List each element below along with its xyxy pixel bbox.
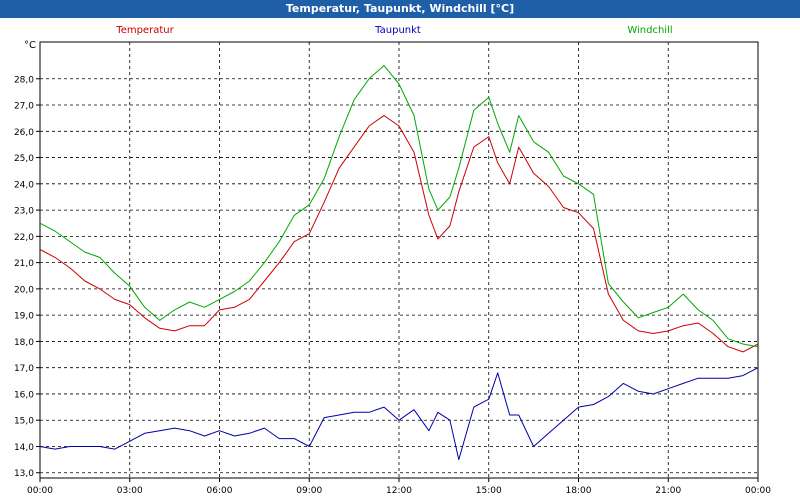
y-tick-label: 24,0 [14, 180, 34, 190]
legend: Temperatur Taupunkt Windchill [115, 25, 672, 36]
y-tick-label: 16,0 [14, 390, 34, 400]
grid-lines [40, 42, 758, 478]
y-tick-label: 22,0 [14, 233, 34, 243]
y-axis-label: °C [24, 40, 36, 51]
legend-temperatur: Temperatur [115, 25, 174, 36]
y-tick-label: 19,0 [14, 312, 34, 322]
line-chart: 13,0 14,0 15,0 16,0 17,0 18,0 19,0 20,0 21,0 22,0… [14, 25, 771, 496]
y-tick-label: 28,0 [14, 75, 34, 85]
y-tick-label: 21,0 [14, 259, 34, 269]
y-tick-label: 25,0 [14, 154, 34, 164]
y-tick-label: 23,0 [14, 207, 34, 217]
y-tick-label: 13,0 [14, 469, 34, 479]
legend-taupunkt: Taupunkt [374, 25, 421, 36]
legend-windchill: Windchill [627, 25, 672, 36]
series-line-taupunkt [39, 367, 759, 461]
x-tick-time: 06:00 [207, 486, 233, 496]
y-tick-label: 14,0 [14, 443, 34, 453]
series-line-temperatur [39, 115, 759, 353]
window-title: Temperatur, Taupunkt, Windchill [°C] [0, 0, 800, 18]
y-tick-label: 27,0 [14, 102, 34, 112]
x-tick-time: 18:00 [566, 486, 592, 496]
y-tick-label: 18,0 [14, 338, 34, 348]
y-tick-label: 26,0 [14, 128, 34, 138]
x-axis: 00:0027.05.1803:0027.05.1806:0027.05.180… [27, 478, 771, 496]
x-tick-time: 00:00 [745, 486, 771, 496]
series-line-windchill [39, 65, 759, 348]
x-tick-time: 03:00 [117, 486, 143, 496]
x-tick-time: 00:00 [27, 486, 53, 496]
x-tick-time: 09:00 [296, 486, 322, 496]
series-lines [39, 65, 759, 461]
x-tick-time: 15:00 [476, 486, 502, 496]
y-tick-label: 20,0 [14, 285, 34, 295]
y-axis: 13,0 14,0 15,0 16,0 17,0 18,0 19,0 20,0 21,0 22,0… [14, 75, 40, 479]
y-tick-label: 17,0 [14, 364, 34, 374]
x-tick-time: 21:00 [655, 486, 681, 496]
x-tick-time: 12:00 [386, 486, 412, 496]
y-tick-label: 15,0 [14, 417, 34, 427]
